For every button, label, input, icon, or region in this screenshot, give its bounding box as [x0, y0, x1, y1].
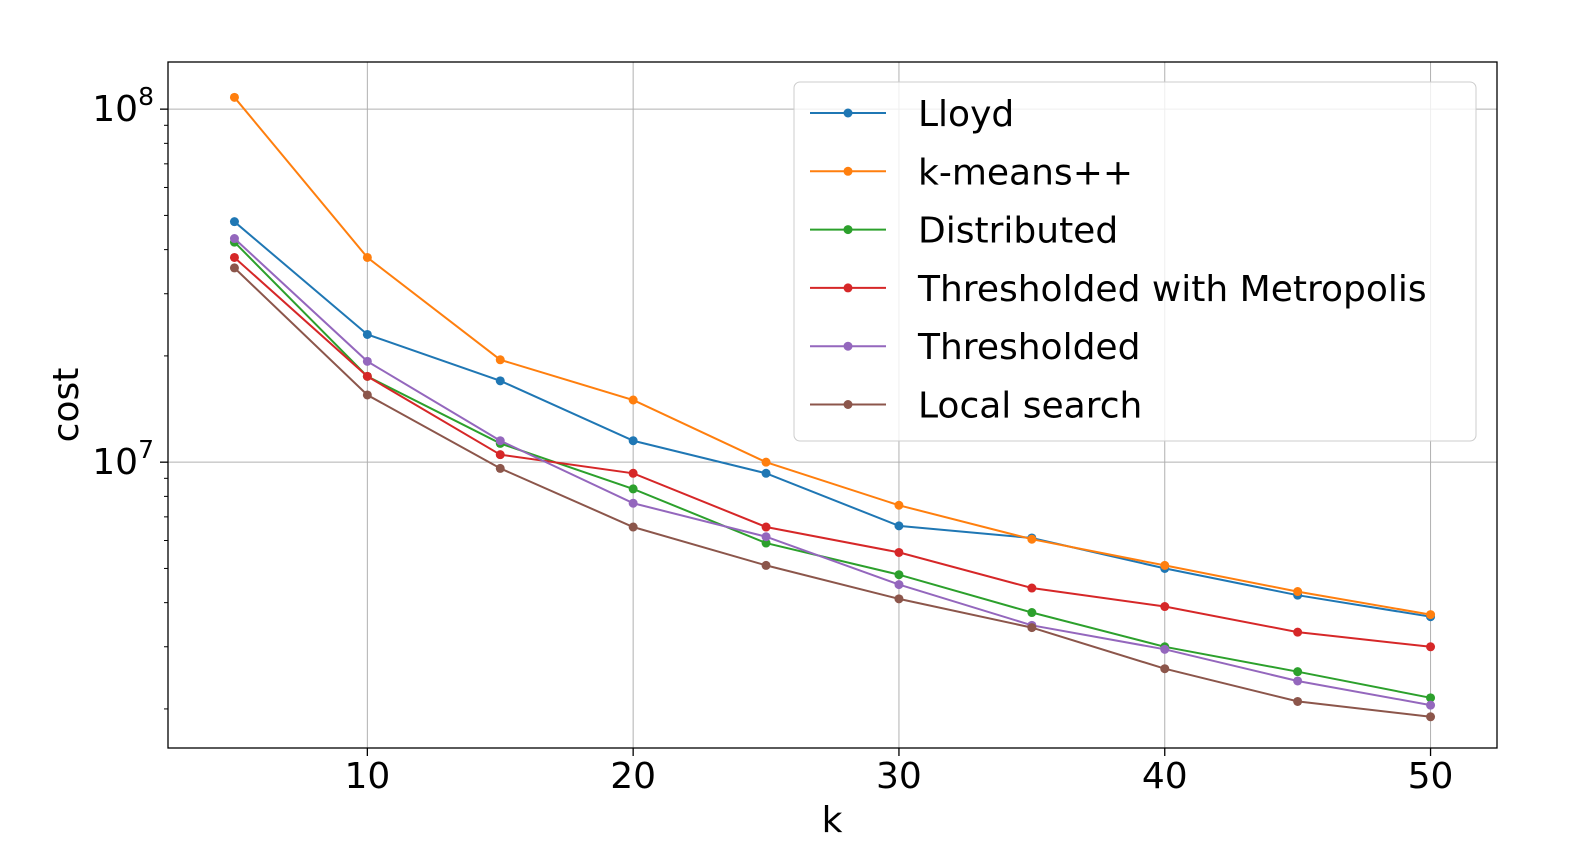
legend-label: k-means++ — [918, 152, 1133, 193]
data-point — [1160, 644, 1170, 654]
data-point — [761, 538, 771, 548]
data-point — [894, 570, 904, 580]
data-point — [495, 450, 505, 460]
y-tick-label: 108 — [92, 82, 154, 130]
data-point — [495, 355, 505, 365]
data-point — [1426, 700, 1436, 710]
plot-frame — [167, 61, 1498, 749]
data-point — [1027, 534, 1037, 544]
data-point — [894, 521, 904, 531]
series-layer — [229, 92, 1436, 722]
data-point — [1160, 602, 1170, 612]
data-point — [1160, 560, 1170, 570]
data-point — [495, 436, 505, 446]
legend: Lloyd k-means++ Distributed Thresholded wit… — [793, 81, 1477, 442]
data-point — [761, 457, 771, 467]
data-point — [894, 594, 904, 604]
data-point — [1293, 676, 1303, 686]
data-point — [362, 371, 372, 381]
legend-swatch-marker — [843, 225, 853, 235]
data-point — [761, 522, 771, 532]
series-line — [233, 220, 1431, 618]
x-tick-label: 20 — [610, 756, 656, 797]
data-point — [495, 376, 505, 386]
data-point — [362, 252, 372, 262]
legend-swatch-marker — [843, 400, 853, 409]
x-tick-label: 50 — [1408, 756, 1454, 797]
series-line — [233, 241, 1431, 699]
data-point — [628, 468, 638, 478]
data-point — [1027, 623, 1037, 633]
data-point — [362, 390, 372, 400]
data-point — [628, 484, 638, 494]
y-axis-label: cost — [46, 368, 87, 443]
y-tick-label: 107 — [92, 435, 154, 483]
x-tick-label: 40 — [1142, 756, 1188, 797]
x-axis-label: k — [822, 800, 843, 841]
data-point — [761, 532, 771, 542]
data-point — [894, 580, 904, 590]
legend-box — [793, 81, 1477, 442]
data-point — [1027, 608, 1037, 618]
legend-label: Local search — [918, 386, 1142, 427]
data-point — [229, 92, 239, 102]
data-point — [1293, 587, 1303, 597]
data-point — [894, 547, 904, 557]
series-line — [233, 96, 1431, 616]
data-point — [1426, 610, 1436, 620]
data-point — [229, 263, 239, 273]
y-axis-ticks: 107 108 — [92, 82, 168, 710]
data-point — [1160, 664, 1170, 674]
series-line — [233, 237, 1431, 707]
series-line — [233, 256, 1431, 648]
data-point — [1426, 642, 1436, 652]
legend-label: Thresholded — [917, 327, 1140, 368]
data-point — [229, 217, 239, 227]
x-tick-label: 30 — [876, 756, 922, 797]
data-point — [229, 234, 239, 244]
data-point — [229, 252, 239, 262]
data-point — [761, 560, 771, 570]
data-point — [1426, 693, 1436, 703]
series-line — [233, 267, 1431, 718]
data-point — [628, 522, 638, 532]
legend-label: Lloyd — [918, 94, 1014, 135]
legend-swatch-marker — [843, 341, 853, 351]
data-point — [362, 329, 372, 339]
data-point — [1027, 583, 1037, 593]
data-point — [1293, 627, 1303, 637]
legend-swatch-marker — [843, 166, 853, 176]
data-point — [1293, 667, 1303, 677]
data-point — [761, 468, 771, 478]
data-point — [1426, 712, 1436, 722]
data-point — [495, 463, 505, 473]
legend-label: Distributed — [918, 211, 1118, 252]
data-point — [894, 500, 904, 510]
data-point — [628, 436, 638, 446]
data-point — [628, 395, 638, 405]
legend-swatch-marker — [843, 108, 853, 118]
data-point — [628, 498, 638, 508]
x-tick-label: 10 — [344, 756, 390, 797]
x-axis-ticks: 10 20 30 40 50 — [344, 748, 1453, 797]
data-point — [1293, 696, 1303, 706]
legend-label: Thresholded with Metropolis — [917, 269, 1427, 310]
data-point — [362, 356, 372, 366]
legend-swatch-marker — [843, 283, 853, 293]
